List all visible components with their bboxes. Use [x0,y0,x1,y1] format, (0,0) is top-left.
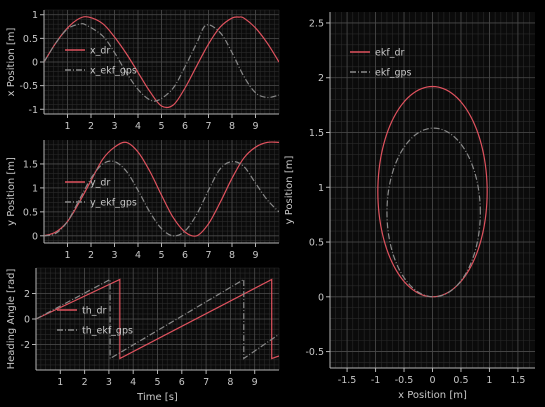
x-tick-label: 1.5 [510,375,525,386]
y-tick-label: 2 [24,289,30,300]
x-tick-label: 3 [106,377,112,388]
series-line-y_ekf_gps [44,160,279,237]
x-tick-label: 3 [111,121,117,132]
y-axis-label: y Position [m] [6,157,17,226]
series-line-x_ekf_gps [44,23,279,102]
x-tick-label: 0.5 [453,375,468,386]
x-tick-label: 1 [486,375,492,386]
y-tick-label: -0.5 [19,81,38,92]
x-tick-label: 2 [88,250,94,261]
y-tick-label: -2 [21,340,30,351]
plots-group: 1 2 3 4 5 6 7 8 9 -1 -0.5 0 0.5 1 x Position [m] x_dr x_… [6,9,535,403]
legend-label: y_dr [90,178,110,189]
x-tick-label: 1 [64,250,70,261]
x-tick-label: 5 [158,250,164,261]
x-tick-label: 5 [158,121,164,132]
x-plot: 1 2 3 4 5 6 7 8 9 -1 -0.5 0 0.5 1 x Position [m] x_dr x_… [6,9,280,132]
y-tick-label: 1.5 [309,128,324,139]
y-tick-label: 0.5 [309,238,324,249]
y-tick-label: 0.5 [23,34,38,45]
y-axis-label: Heading Angle [rad] [6,269,17,370]
x-tick-label: -0.5 [395,375,414,386]
y-tick-label: 1 [32,183,38,194]
series-line-th_dr [36,278,279,360]
series-line-ekf_gps [386,127,481,298]
series-line-th_ekf_gps [36,278,279,360]
x-tick-label: 1 [64,121,70,132]
y-tick-label: -0.5 [305,347,324,358]
legend-label: ekf_dr [375,48,404,59]
x-tick-label: 8 [229,250,235,261]
y-tick-label: 0 [318,292,324,303]
y-axis-label: y Position [m] [284,156,295,225]
y-tick-label: -1 [29,105,38,116]
x-tick-label: 4 [135,121,141,132]
y-tick-label: 1.5 [23,159,38,170]
x-tick-label: 2 [88,121,94,132]
y-tick-label: 0 [32,58,38,69]
x-tick-label: 4 [135,250,141,261]
x-tick-label: -1.5 [338,375,357,386]
x-tick-label: 9 [252,250,258,261]
x-tick-label: 1 [57,377,63,388]
x-tick-label: 7 [205,250,211,261]
x-tick-label: 4 [130,377,136,388]
legend-label: th_ekf_gps [82,326,133,337]
legend-label: ekf_gps [375,68,412,79]
x-tick-label: 3 [111,250,117,261]
major-grid [44,140,279,243]
major-grid [36,268,279,370]
x-axis-label: x Position [m] [398,390,467,401]
y-tick-label: 2.5 [309,18,324,29]
x-tick-label: 0 [429,375,435,386]
x-tick-label: -1 [371,375,380,386]
major-grid [44,10,279,114]
xy-plot: -1.5 -1 -0.5 0 0.5 1 1.5 -0.5 0 0.5 1 1.5 2 2.5 y Posi… [284,12,535,401]
x-tick-label: 7 [203,377,209,388]
x-tick-label: 9 [252,121,258,132]
x-tick-label: 8 [229,121,235,132]
legend-label: th_dr [82,306,107,317]
heading-plot: 1 2 3 4 5 6 7 8 9 -2 0 2 Heading Angle [rad] Time [s]… [6,267,280,403]
y-tick-label: 2 [318,73,324,84]
x-tick-label: 7 [205,121,211,132]
x-tick-label: 5 [154,377,160,388]
legend-label: x_dr [90,46,110,57]
y-tick-label: 1 [32,10,38,21]
y-tick-label: 0 [24,315,30,326]
y-tick-label: 1 [318,183,324,194]
y-tick-label: 0.5 [23,207,38,218]
y-axis-label: x Position [m] [6,28,17,97]
x-tick-label: 9 [252,377,258,388]
x-tick-label: 2 [82,377,88,388]
y-plot: 1 2 3 4 5 6 7 8 9 0 0.5 1 1.5 y Position [m] y_dr y_ekf… [6,140,280,261]
y-tick-label: 0 [32,231,38,242]
major-grid [330,12,535,368]
legend-label: y_ekf_gps [90,198,137,209]
x-tick-label: 6 [179,377,185,388]
legend-label: x_ekf_gps [90,66,137,77]
series-line-x_dr [44,16,279,109]
x-axis-label: Time [s] [136,392,178,403]
x-tick-label: 6 [182,250,188,261]
x-tick-label: 8 [227,377,233,388]
x-tick-label: 6 [182,121,188,132]
